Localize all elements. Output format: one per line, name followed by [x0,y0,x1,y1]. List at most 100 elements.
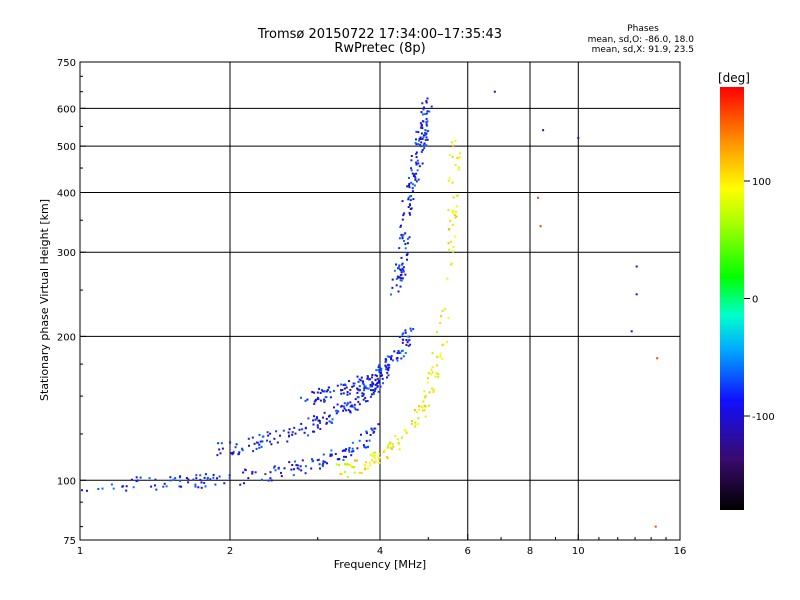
echo-point [204,485,207,488]
echo-point [401,277,404,280]
echo-point [410,207,413,210]
echo-point [390,293,392,296]
echo-point [258,446,261,449]
echo-point [410,181,413,184]
echo-point [325,421,328,424]
echo-point [329,454,332,457]
echo-point [435,372,438,375]
echo-point [351,385,354,388]
echo-point [298,468,301,471]
echo-point [415,152,417,155]
echo-point [373,427,376,430]
echo-point [356,375,359,378]
echo-point [425,100,428,103]
echo-point [439,352,442,355]
echo-point [318,463,321,466]
echo-point [365,461,367,464]
echo-point [577,137,580,139]
echo-point [374,387,377,390]
echo-point [301,459,304,462]
echo-point [451,209,454,212]
echo-point [414,178,417,181]
echo-point [394,435,397,437]
echo-point [252,450,255,453]
chart-title: Tromsø 20150722 17:34:00–17:35:43 [257,27,502,42]
echo-point [358,389,361,392]
axis-ticks: 1 2 4 6 8 10 16 75 100 200 300 400 500 600 750 [57,58,686,557]
echo-point [223,482,226,485]
echo-point [401,235,404,238]
echo-point [290,468,293,471]
echo-point [372,454,375,457]
echo-point [344,449,347,452]
colorbar-tick-label: 0 [752,295,758,306]
echo-point [343,449,346,452]
echo-point [323,398,326,401]
echo-point [241,449,244,452]
echo-point [395,263,398,266]
echo-point [421,127,424,130]
echo-point [421,406,424,409]
echo-point [242,471,245,474]
x-tick-label: 8 [527,546,533,557]
echo-point [369,461,372,464]
echo-point [364,385,367,388]
y-tick-label: 600 [57,104,76,115]
echo-point [346,476,349,479]
echo-point [295,464,298,467]
echo-point [266,431,269,434]
echo-point [406,258,408,261]
echo-point [385,359,388,362]
echo-point [324,461,327,464]
echo-point [270,443,273,446]
echo-point [396,352,399,355]
echo-point [377,390,380,393]
echo-point [340,473,343,476]
echo-point [399,351,402,354]
echo-point [386,457,389,460]
echo-point [423,147,426,150]
echo-point [353,406,356,409]
echo-point [367,467,369,470]
echo-point [372,382,374,385]
echo-point [450,240,452,243]
echo-point [378,365,381,368]
echo-point [400,233,403,236]
echo-point [421,409,424,412]
echo-point [417,423,420,426]
echo-point [358,385,361,388]
echo-point [195,477,198,480]
echo-point [293,426,296,429]
echo-point [316,391,319,394]
echo-point [635,293,638,296]
echo-point [421,149,424,151]
echo-point [356,408,359,411]
echo-point [238,451,241,454]
echo-point [256,441,259,444]
echo-point [336,384,339,387]
echo-point [195,474,198,477]
echo-point [125,485,128,488]
echo-point [380,371,383,374]
echo-point [375,374,378,377]
echo-point [400,256,403,259]
echo-point [321,390,324,393]
echo-point [251,470,254,473]
echo-point [439,355,442,358]
echo-point [179,480,181,483]
echo-point [436,355,439,358]
echo-point [362,392,365,395]
echo-point [130,478,133,481]
echo-point [408,335,411,338]
echo-point [349,388,352,391]
echo-point [273,465,276,468]
echo-point [452,210,455,213]
echo-point [654,525,657,528]
echo-point [317,419,320,422]
echo-point [415,151,418,154]
echo-point [452,250,454,253]
echo-point [404,232,407,235]
echo-point [361,392,364,395]
echo-point [273,466,275,469]
echo-point [300,469,303,472]
